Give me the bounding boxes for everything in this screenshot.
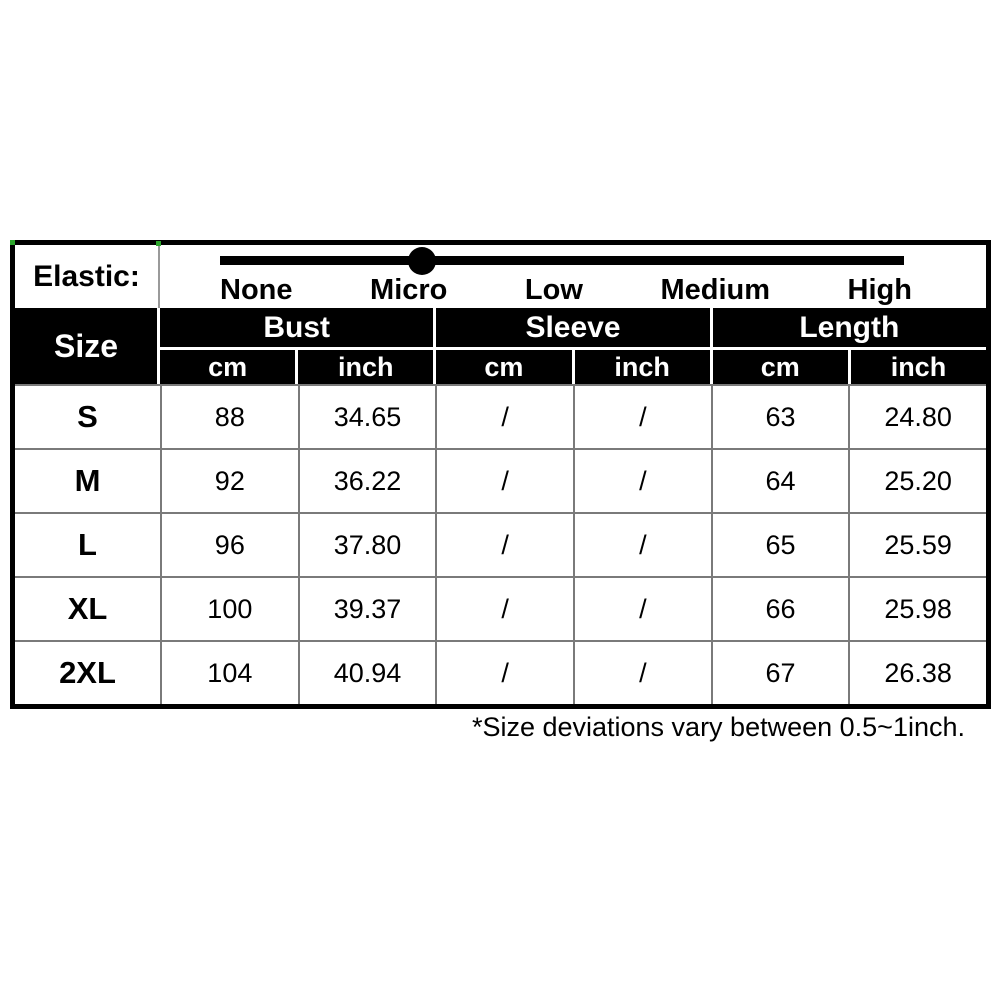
table-cell: 65 xyxy=(710,514,849,576)
elastic-level-none: None xyxy=(220,274,293,306)
table-cell: / xyxy=(435,642,573,704)
unit-header-length-cm: cm xyxy=(709,350,848,384)
group-header-sleeve: Sleeve xyxy=(433,308,709,347)
slider-track[interactable] xyxy=(220,256,904,265)
unit-header-bust-inch: inch xyxy=(295,350,433,384)
table-cell: / xyxy=(435,386,573,448)
table-cell: 26.38 xyxy=(848,642,986,704)
green-corner-artifact xyxy=(156,241,161,246)
table-cell: / xyxy=(573,578,711,640)
table-cell: 40.94 xyxy=(297,642,436,704)
elastic-level-low: Low xyxy=(524,274,583,306)
table-cell: 24.80 xyxy=(848,386,986,448)
unit-header-bust-cm: cm xyxy=(208,351,248,382)
column-header-size: Size xyxy=(15,308,160,384)
table-cell: / xyxy=(573,514,711,576)
group-header-row: Bust Sleeve Length xyxy=(160,308,986,350)
size-label: M xyxy=(74,463,101,498)
size-label: L xyxy=(78,527,97,562)
table-cell: / xyxy=(435,578,573,640)
elastic-level-medium: Medium xyxy=(660,274,770,306)
header-groups-units: Bust Sleeve Length cm inch cm inch cm in… xyxy=(160,308,986,384)
table-header-band: Size Bust Sleeve Length cm inch cm inch … xyxy=(15,308,986,384)
table-cell: 25.20 xyxy=(848,450,986,512)
table-cell: 39.37 xyxy=(297,578,436,640)
table-cell: 88 xyxy=(160,386,298,448)
table-cell: / xyxy=(573,450,711,512)
group-header-bust: Bust xyxy=(263,310,330,344)
table-cell: 66 xyxy=(710,578,849,640)
table-cell: 25.59 xyxy=(848,514,986,576)
table-cell: 100 xyxy=(160,578,298,640)
table-row-s: S 88 34.65 / / 63 24.80 xyxy=(15,384,986,448)
size-chart-table: Elastic: None Micro Low Medium High Size… xyxy=(10,240,991,709)
size-label: S xyxy=(77,399,98,434)
green-corner-artifact xyxy=(10,240,15,245)
size-label: 2XL xyxy=(59,655,116,690)
elastic-slider: None Micro Low Medium High xyxy=(160,245,986,308)
unit-header-row: cm inch cm inch cm inch xyxy=(160,350,986,384)
size-label: XL xyxy=(67,591,108,626)
table-cell: 37.80 xyxy=(297,514,436,576)
table-cell: 63 xyxy=(710,386,849,448)
table-cell: / xyxy=(573,642,711,704)
table-cell: 25.98 xyxy=(848,578,986,640)
slider-knob[interactable] xyxy=(408,247,436,275)
table-cell: / xyxy=(573,386,711,448)
elastic-row: Elastic: None Micro Low Medium High xyxy=(15,245,986,308)
elastic-level-high: High xyxy=(847,274,912,306)
elastic-label: Elastic: xyxy=(15,245,160,308)
table-row-l: L 96 37.80 / / 65 25.59 xyxy=(15,512,986,576)
unit-header-sleeve-inch: inch xyxy=(571,350,710,384)
table-row-2xl: 2XL 104 40.94 / / 67 26.38 xyxy=(15,640,986,704)
table-cell: / xyxy=(435,450,573,512)
table-row-m: M 92 36.22 / / 64 25.20 xyxy=(15,448,986,512)
table-cell: 64 xyxy=(710,450,849,512)
unit-header-length-inch: inch xyxy=(847,350,986,384)
unit-header-sleeve-cm: cm xyxy=(433,350,571,384)
table-cell: 36.22 xyxy=(297,450,436,512)
elastic-levels: None Micro Low Medium High xyxy=(220,274,912,306)
table-cell: 96 xyxy=(160,514,298,576)
table-row-xl: XL 100 39.37 / / 66 25.98 xyxy=(15,576,986,640)
table-cell: 67 xyxy=(710,642,849,704)
table-cell: / xyxy=(435,514,573,576)
table-cell: 34.65 xyxy=(297,386,436,448)
table-cell: 104 xyxy=(160,642,298,704)
group-header-length: Length xyxy=(709,308,986,347)
size-deviation-footnote: *Size deviations vary between 0.5~1inch. xyxy=(471,712,965,742)
table-cell: 92 xyxy=(160,450,298,512)
elastic-level-micro: Micro xyxy=(370,274,448,306)
